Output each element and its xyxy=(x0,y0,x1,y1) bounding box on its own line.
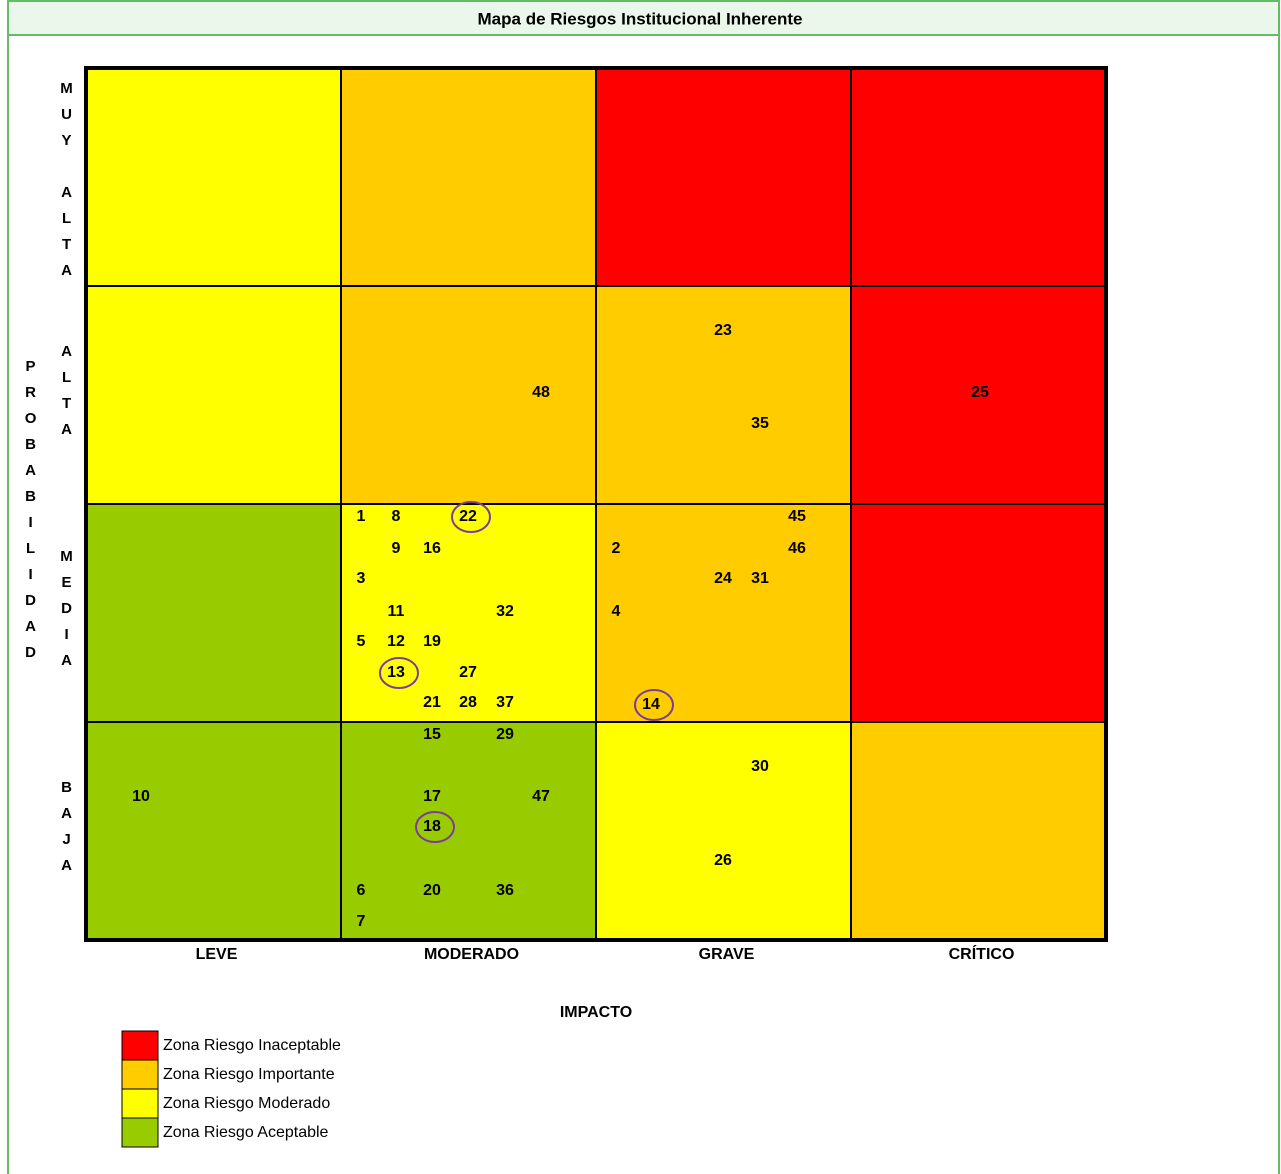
zone-cell xyxy=(595,285,852,505)
title-bar xyxy=(7,0,1280,36)
zone-cell xyxy=(850,503,1107,723)
risk-label: 15 xyxy=(423,726,441,743)
risk-label: 6 xyxy=(357,882,366,899)
risk-label: 18 xyxy=(423,818,441,835)
risk-label: 24 xyxy=(714,570,732,587)
legend-swatch xyxy=(121,1088,159,1119)
risk-circle xyxy=(379,657,419,689)
zone-cell xyxy=(85,285,342,505)
row-label: ALTA xyxy=(58,343,75,447)
risk-circle xyxy=(634,689,674,721)
risk-label: 11 xyxy=(388,603,405,620)
zone-cell xyxy=(85,67,342,287)
row-label: BAJA xyxy=(58,779,75,883)
risk-label: 36 xyxy=(496,882,514,899)
risk-label: 4 xyxy=(612,603,621,620)
risk-label: 3 xyxy=(357,570,366,587)
risk-circle xyxy=(415,811,455,843)
risk-label: 5 xyxy=(357,633,366,650)
zone-cell xyxy=(850,67,1107,287)
risk-label: 1 xyxy=(357,508,366,525)
risk-label: 47 xyxy=(532,788,550,805)
risk-label: 10 xyxy=(132,788,150,805)
risk-label: 32 xyxy=(496,603,514,620)
zone-cell xyxy=(595,67,852,287)
risk-label: 19 xyxy=(423,633,441,650)
zone-cell xyxy=(340,67,597,287)
risk-label: 22 xyxy=(459,508,477,525)
risk-label: 20 xyxy=(423,882,441,899)
legend-label: Zona Riesgo Aceptable xyxy=(163,1124,329,1141)
risk-label: 28 xyxy=(459,694,477,711)
zone-cell xyxy=(85,721,342,941)
column-label: MODERADO xyxy=(424,946,519,963)
title: Mapa de Riesgos Institucional Inherente xyxy=(478,9,803,28)
zone-cell xyxy=(340,285,597,505)
row-label: MEDIA xyxy=(58,548,75,678)
risk-label: 14 xyxy=(642,696,660,713)
risk-label: 29 xyxy=(496,726,514,743)
zone-cell xyxy=(340,721,597,941)
risk-label: 12 xyxy=(387,633,405,650)
legend-label: Zona Riesgo Inaceptable xyxy=(163,1037,341,1054)
column-label: LEVE xyxy=(196,946,238,963)
legend-swatch xyxy=(121,1117,159,1148)
zone-cell xyxy=(595,503,852,723)
risk-label: 26 xyxy=(714,852,732,869)
risk-label: 46 xyxy=(788,540,806,557)
risk-label: 9 xyxy=(392,540,401,557)
column-label: GRAVE xyxy=(699,946,755,963)
legend-swatch xyxy=(121,1059,159,1090)
risk-label: 30 xyxy=(751,758,769,775)
risk-label: 8 xyxy=(392,508,401,525)
legend-label: Zona Riesgo Importante xyxy=(163,1066,335,1083)
risk-label: 21 xyxy=(423,694,441,711)
risk-label: 17 xyxy=(423,788,441,805)
zone-cell xyxy=(85,503,342,723)
risk-label: 23 xyxy=(714,322,732,339)
risk-circle xyxy=(451,501,491,533)
risk-label: 48 xyxy=(532,384,550,401)
risk-label: 27 xyxy=(459,664,477,681)
grid-border xyxy=(84,66,1108,942)
risk-label: 37 xyxy=(496,694,514,711)
risk-label: 13 xyxy=(387,664,405,681)
row-label: MUY ALTA xyxy=(58,80,75,288)
y-axis-label: PROBABILIDAD xyxy=(22,358,39,670)
risk-label: 2 xyxy=(612,540,621,557)
risk-label: 16 xyxy=(423,540,441,557)
column-label: CRÍTICO xyxy=(949,944,1015,963)
zone-cell xyxy=(340,503,597,723)
risk-label: 25 xyxy=(971,384,989,401)
x-axis-label: IMPACTO xyxy=(560,1004,632,1021)
legend-swatch xyxy=(121,1030,159,1061)
risk-label: 35 xyxy=(751,415,769,432)
zone-cell xyxy=(595,721,852,941)
legend-label: Zona Riesgo Moderado xyxy=(163,1095,330,1112)
risk-label: 31 xyxy=(751,570,769,587)
zone-cell xyxy=(850,721,1107,941)
risk-label: 45 xyxy=(788,508,806,525)
risk-label: 7 xyxy=(357,913,366,930)
